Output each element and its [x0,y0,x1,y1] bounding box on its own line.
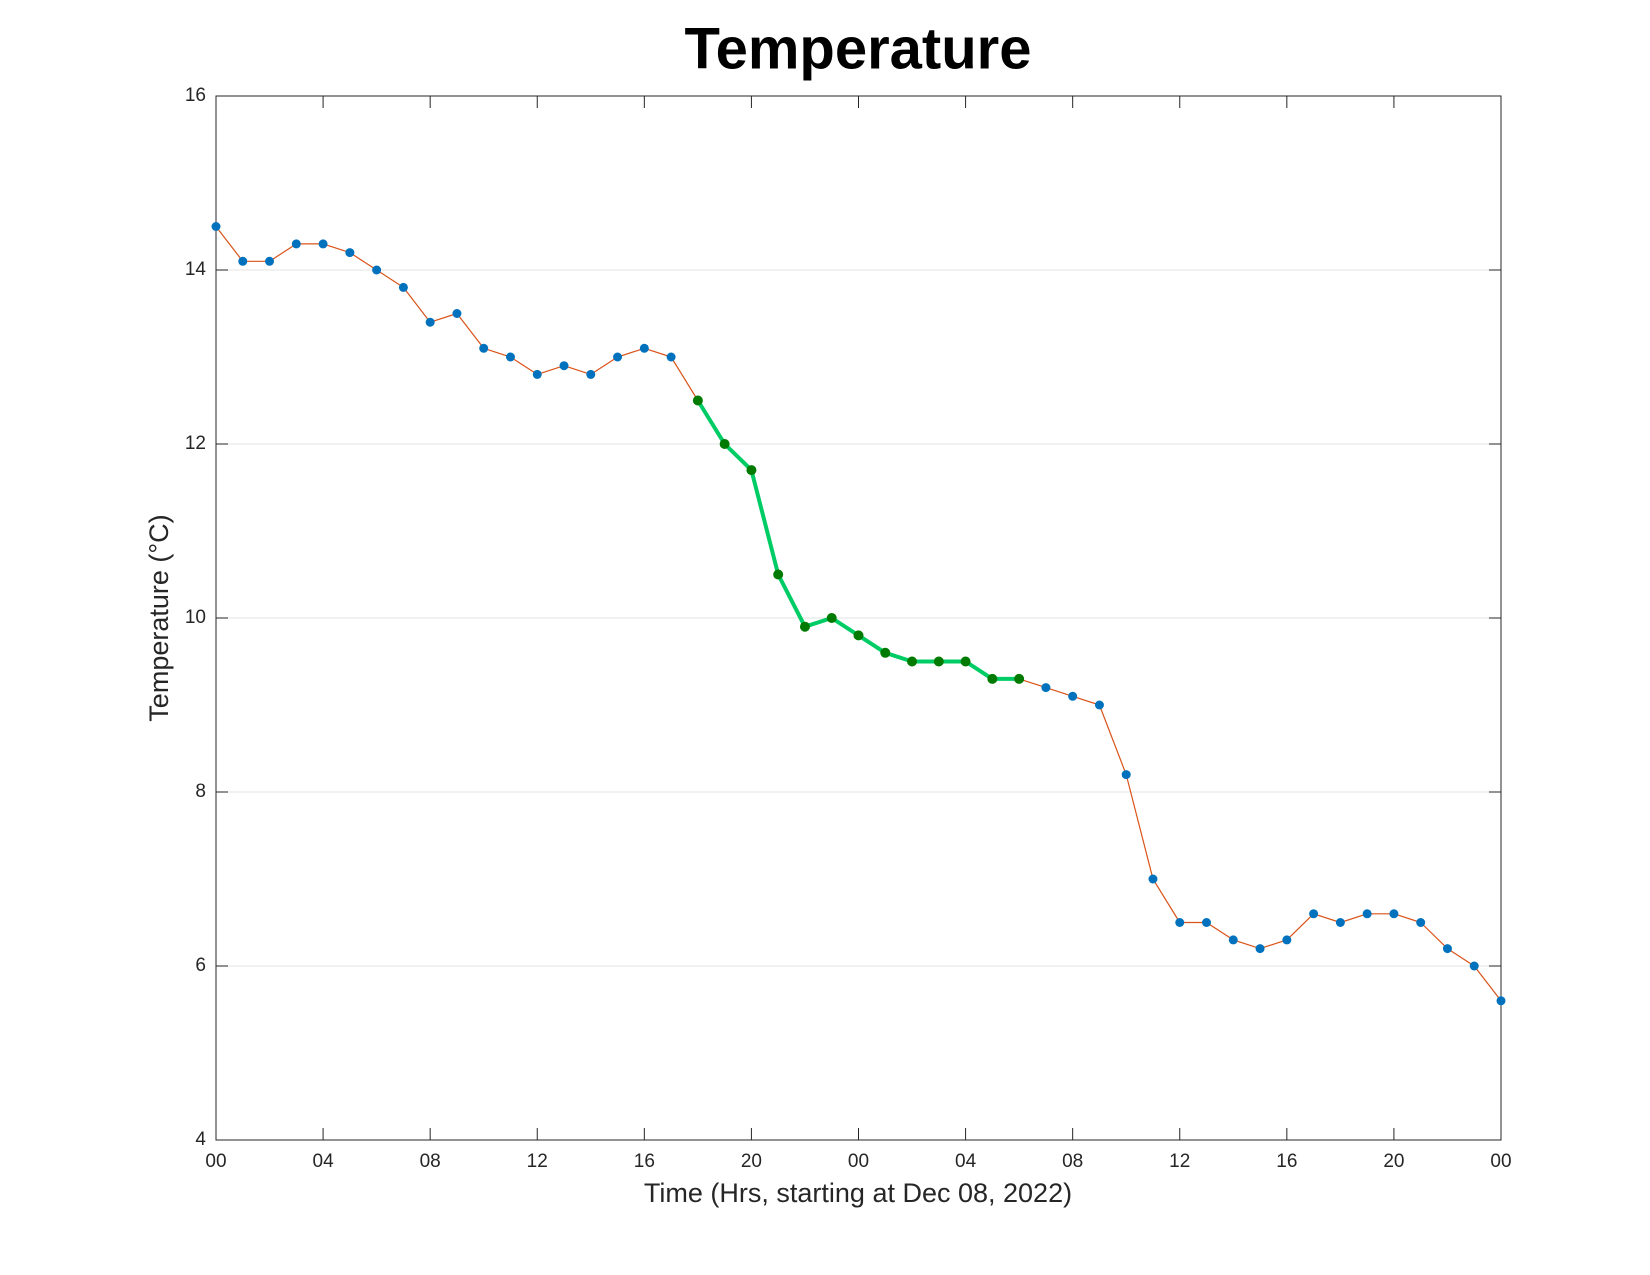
y-tick-label: 10 [185,607,206,628]
point [746,465,757,476]
point [265,256,275,266]
x-tick-label: 12 [527,1151,548,1172]
point [1255,944,1265,954]
x-tick-label: 20 [1383,1151,1404,1172]
point [853,630,864,641]
point [318,239,328,249]
point [933,656,944,667]
point [826,613,837,623]
point [666,352,676,362]
y-tick-label: 14 [185,259,207,280]
point [639,343,649,353]
y-tick-label: 12 [185,433,206,454]
point [398,282,408,292]
point [960,656,971,667]
x-tick-label: 16 [634,1151,655,1172]
point [425,317,435,327]
point [613,352,623,362]
point [345,248,355,258]
x-tick-label: 00 [848,1151,869,1172]
point [559,361,569,371]
x-tick-label: 04 [313,1151,335,1172]
point [505,352,515,362]
y-tick-label: 6 [195,955,206,976]
point [1362,909,1372,919]
point [1389,909,1399,919]
point [692,395,703,406]
point [880,647,891,658]
point [372,265,382,275]
point [1148,874,1158,884]
point [586,369,596,379]
point [1175,918,1185,927]
x-tick-label: 16 [1276,1151,1297,1172]
point [211,222,221,231]
point [1068,691,1078,701]
y-tick-label: 4 [195,1129,206,1150]
y-axis-label: Temperature (°C) [144,514,174,721]
point [1282,935,1292,945]
x-axis-label: Time (Hrs, starting at Dec 08, 2022) [644,1178,1072,1208]
y-tick-label: 16 [185,85,206,106]
x-tick-label: 00 [1490,1151,1511,1172]
x-tick-label: 04 [955,1151,977,1172]
point [1094,700,1104,710]
point [719,439,730,449]
point [773,569,784,580]
x-tick-label: 08 [420,1151,441,1172]
point [1228,935,1238,945]
point [799,621,810,632]
point [1041,683,1051,693]
chart-title: Temperature [684,16,1031,81]
point [1442,944,1452,954]
point [238,256,248,266]
point [1335,918,1345,927]
point [1014,673,1025,684]
point [1496,996,1506,1006]
point [291,239,301,249]
point [479,343,489,353]
point [1121,770,1131,780]
point [452,309,462,318]
plot-frame [215,95,1502,1141]
y-tick-label: 8 [195,781,206,802]
point [1469,961,1479,971]
point [987,673,998,684]
point [1416,918,1426,927]
line [215,226,1502,1002]
point [1202,918,1212,927]
point [907,656,918,667]
x-tick-label: 12 [1169,1151,1190,1172]
point [532,369,542,379]
point [1309,909,1319,919]
x-tick-label: 00 [205,1151,226,1172]
x-tick-label: 08 [1062,1151,1083,1172]
x-tick-label: 20 [741,1151,762,1172]
